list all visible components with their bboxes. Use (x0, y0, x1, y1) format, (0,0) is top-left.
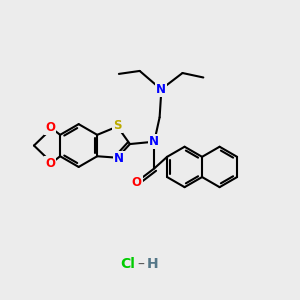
Text: O: O (132, 176, 142, 189)
Text: S: S (113, 119, 122, 132)
Text: H: H (147, 257, 159, 272)
Text: Cl: Cl (120, 257, 135, 272)
Text: N: N (156, 83, 166, 96)
Text: O: O (45, 121, 55, 134)
Text: N: N (114, 152, 124, 165)
Text: O: O (45, 157, 55, 170)
Text: –: – (138, 257, 145, 272)
Text: N: N (149, 135, 159, 148)
